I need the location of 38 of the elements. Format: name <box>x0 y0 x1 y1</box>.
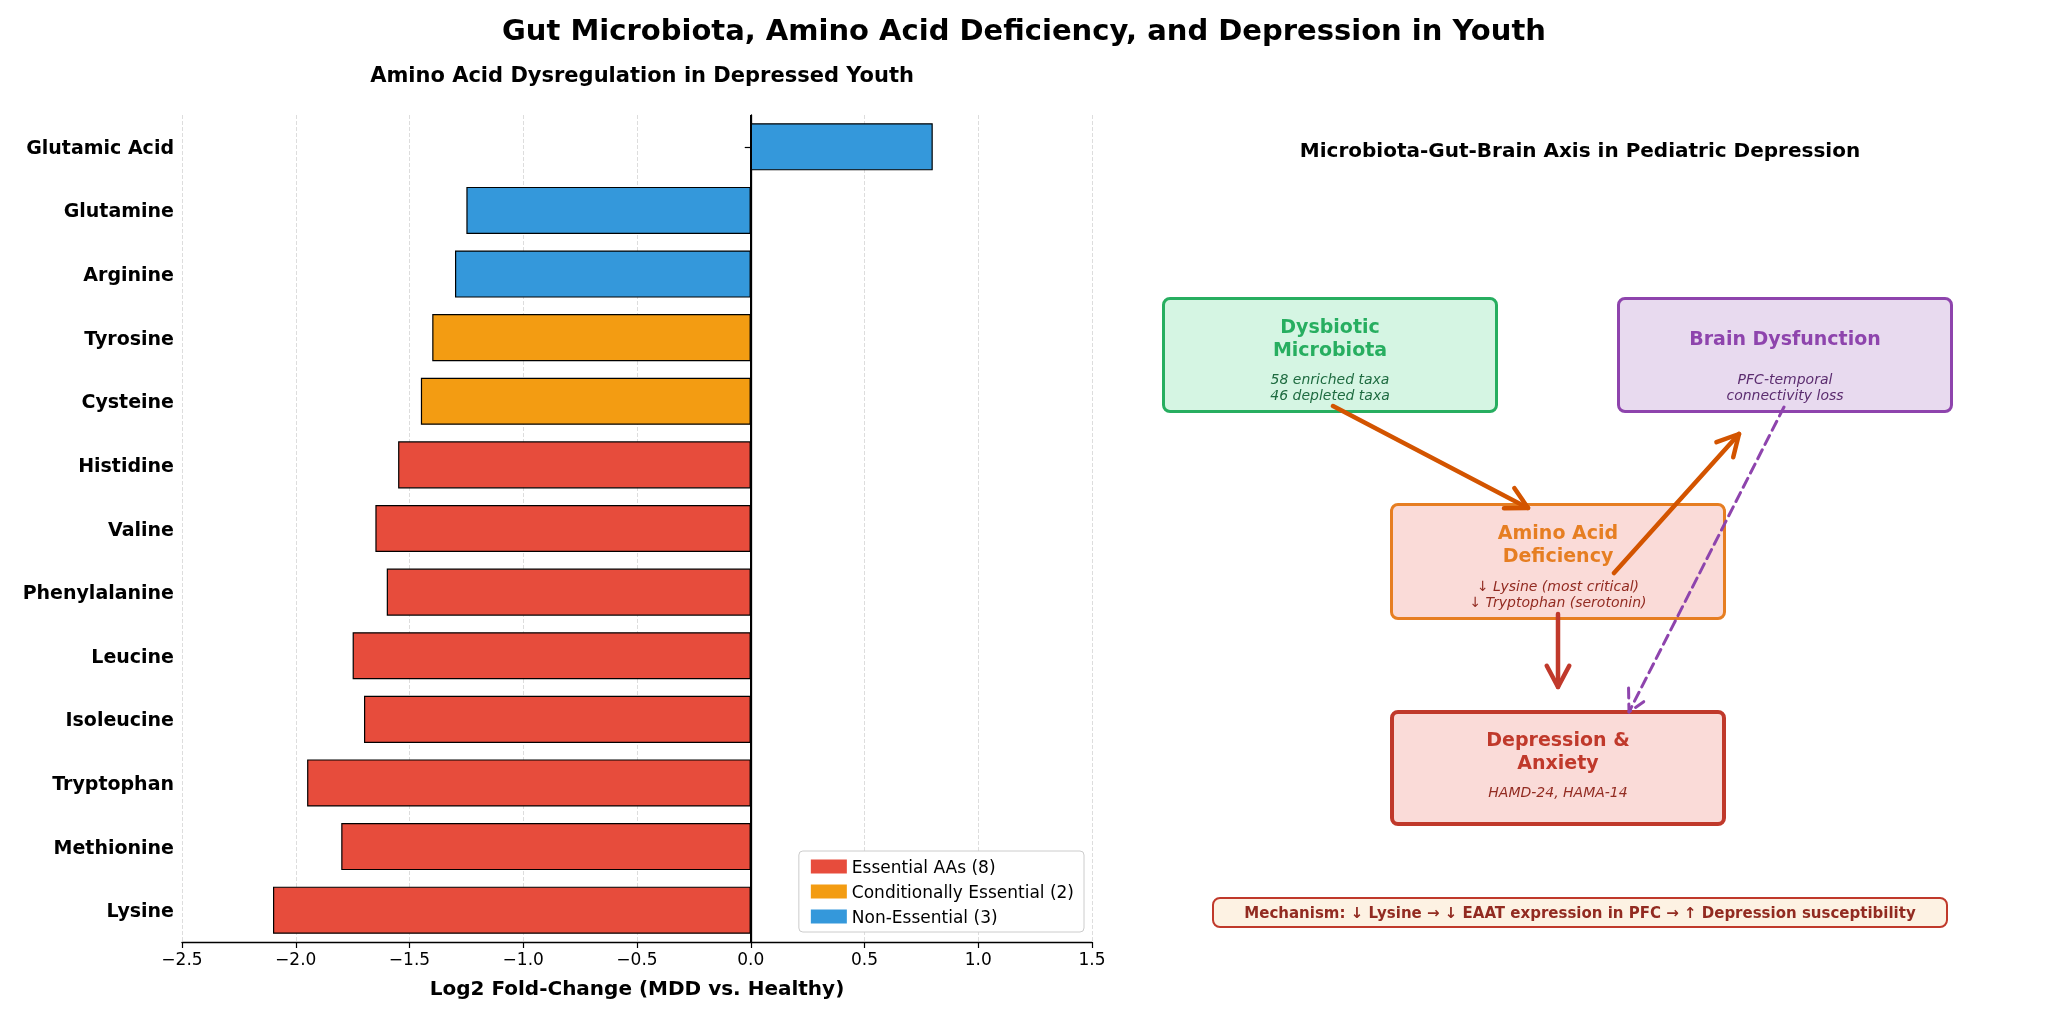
x-tick-label: −1.0 <box>502 948 544 969</box>
legend-label: Non-Essential (3) <box>851 906 998 927</box>
x-tick-label: 0.5 <box>850 948 879 969</box>
chart-title: Gut Microbiota, Amino Acid Deficiency, and Depression in Youth <box>502 12 1546 47</box>
y-tick-label: Histidine <box>78 453 174 476</box>
text: Mechanism: ↓ Lysine → ↓ EAAT expression in PFC → ↑ Depression susceptibility <box>1244 903 1916 922</box>
x-tick-label: 1.0 <box>964 948 992 969</box>
text: Depression & Anxiety <box>1486 728 1630 774</box>
x-tick-label: −1.5 <box>388 948 431 969</box>
text: ↓ Lysine (most critical) ↓ Tryptophan (serotonin) <box>1469 578 1647 610</box>
x-axis-title: Log2 Fold-Change (MDD vs. Healthy) <box>429 976 845 1000</box>
legend-label: Essential AAs (8) <box>851 856 996 877</box>
y-tick-label: Tyrosine <box>84 326 174 349</box>
y-tick-label: Arginine <box>83 263 174 286</box>
text: 58 enriched taxa 46 depleted taxa <box>1270 371 1390 403</box>
y-tick-label: Isoleucine <box>65 708 174 731</box>
y-tick-label: Methionine <box>53 835 174 858</box>
y-tick-label: Leucine <box>91 644 174 667</box>
y-tick-label: Glutamic Acid <box>26 135 174 158</box>
text: Dysbiotic Microbiota <box>1272 315 1388 361</box>
x-tick-label: 1.5 <box>1078 948 1106 969</box>
text: PFC-temporal connectivity loss <box>1726 371 1844 403</box>
y-tick-label: Lysine <box>106 899 174 922</box>
text: Microbiota-Gut-Brain Axis in Pediatric Depression <box>1299 138 1861 162</box>
x-tick-label: −2.0 <box>275 948 317 969</box>
y-tick-label: Cysteine <box>81 390 174 413</box>
legend-label: Conditionally Essential (2) <box>851 881 1074 902</box>
y-tick-label: Valine <box>108 517 174 540</box>
x-tick-label: −0.5 <box>616 948 658 969</box>
x-tick-label: −2.5 <box>161 948 203 969</box>
text: Brain Dysfunction <box>1689 326 1881 350</box>
chart-subtitle: Amino Acid Dysregulation in Depressed Youth <box>370 62 914 87</box>
text: HAMD-24, HAMA-14 <box>1488 784 1628 800</box>
text: Amino Acid Deficiency <box>1497 521 1619 567</box>
y-tick-label: Tryptophan <box>52 771 174 794</box>
x-tick-label: 0.0 <box>737 948 765 969</box>
y-tick-label: Glutamine <box>63 199 174 222</box>
y-tick-label: Phenylalanine <box>22 581 174 604</box>
